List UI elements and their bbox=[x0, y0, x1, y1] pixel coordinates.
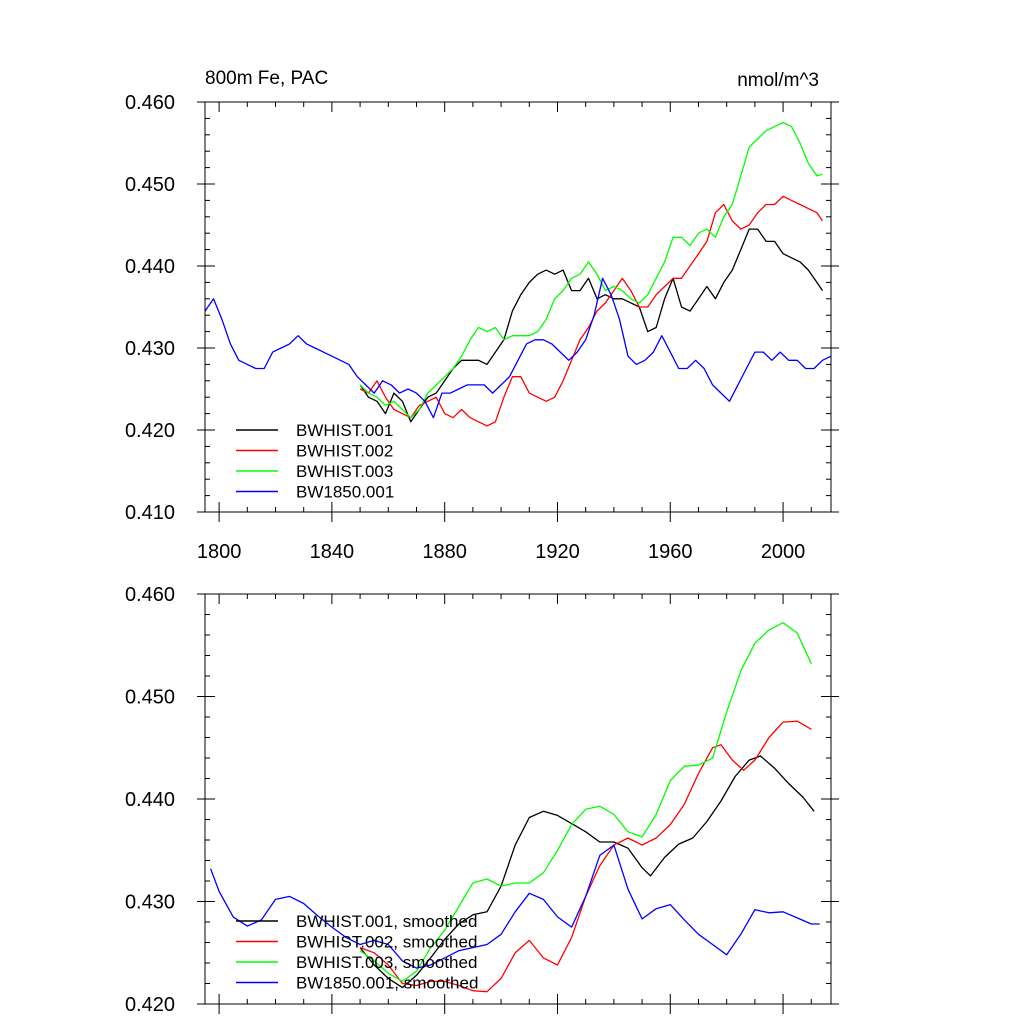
top-x-tick-label: 1800 bbox=[197, 541, 242, 563]
bottom-legend-label-4: BW1850.001, smoothed bbox=[296, 974, 478, 993]
bottom-legend-label-1: BWHIST.001, smoothed bbox=[296, 912, 477, 931]
bottom-series-line-2 bbox=[359, 720, 812, 993]
top-y-tick-label: 0.440 bbox=[125, 256, 175, 278]
top-y-tick-label: 0.420 bbox=[125, 420, 175, 442]
top-legend-label-3: BWHIST.003 bbox=[296, 462, 393, 481]
bottom-y-tick-label: 0.420 bbox=[125, 994, 175, 1016]
bottom-series-line-3 bbox=[359, 622, 812, 983]
top-x-tick-label: 1920 bbox=[535, 541, 580, 563]
bottom-series-line-4 bbox=[209, 844, 820, 969]
bottom-y-tick-label: 0.460 bbox=[125, 584, 175, 606]
top-legend-label-1: BWHIST.001 bbox=[296, 421, 393, 440]
top-panel-title-right: nmol/m^3 bbox=[737, 70, 819, 91]
bottom-legend-label-3: BWHIST.003, smoothed bbox=[296, 953, 477, 972]
top-panel: 800m Fe, PAC nmol/m^3 1800 1840 1880 1920 19… bbox=[125, 68, 839, 563]
top-y-tick-label: 0.460 bbox=[125, 92, 175, 114]
bottom-panel: 0.420 0.430 0.440 0.450 0.460 BWHIST.001, smo… bbox=[125, 584, 839, 1016]
bottom-y-tick-label: 0.450 bbox=[125, 687, 175, 709]
top-series-line-4 bbox=[204, 277, 832, 419]
top-y-tick-label: 0.430 bbox=[125, 338, 175, 360]
bottom-legend-label-2: BWHIST.002, smoothed bbox=[296, 933, 477, 952]
top-y-tick-label: 0.410 bbox=[125, 502, 175, 524]
top-legend-label-4: BW1850.001 bbox=[296, 483, 394, 502]
top-x-tick-label: 1880 bbox=[422, 541, 467, 563]
top-panel-title-left: 800m Fe, PAC bbox=[205, 68, 328, 89]
top-series-line-3 bbox=[359, 121, 823, 419]
bottom-y-tick-label: 0.440 bbox=[125, 789, 175, 811]
top-legend-label-2: BWHIST.002 bbox=[296, 442, 393, 461]
top-x-tick-label: 1840 bbox=[310, 541, 355, 563]
top-x-tick-label: 2000 bbox=[761, 541, 806, 563]
top-y-tick-label: 0.450 bbox=[125, 174, 175, 196]
top-series-line-1 bbox=[359, 228, 824, 423]
top-plot-frame bbox=[204, 101, 832, 513]
top-x-tick-label: 1960 bbox=[648, 541, 693, 563]
bottom-y-tick-label: 0.430 bbox=[125, 892, 175, 914]
